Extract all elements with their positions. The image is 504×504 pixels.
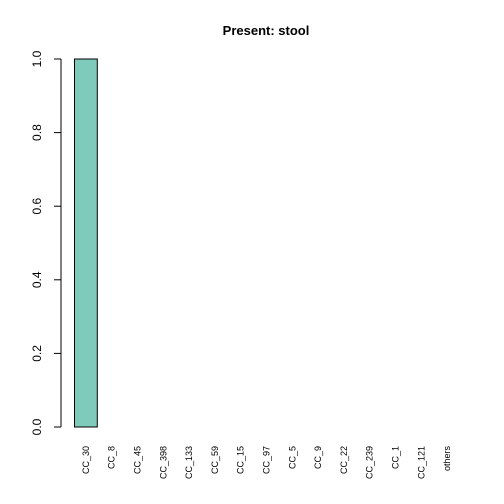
y-tick-label: 0.4 — [30, 271, 44, 288]
bar-cc-30 — [74, 58, 98, 428]
x-tick-label: CC_5 — [287, 446, 297, 469]
x-tick-label: CC_97 — [262, 446, 272, 474]
bars-group — [74, 58, 98, 428]
x-tick-label: CC_133 — [184, 446, 194, 479]
x-tick-label: CC_15 — [236, 446, 246, 474]
x-tick-label: others — [442, 446, 452, 472]
x-tick-label: CC_398 — [158, 446, 168, 479]
chart-title: Present: stool — [223, 23, 310, 38]
x-tick-label: CC_8 — [107, 446, 117, 469]
x-tick-label: CC_30 — [81, 446, 91, 474]
x-tick-label: CC_22 — [339, 446, 349, 474]
y-tick-label: 1.0 — [30, 50, 44, 67]
x-tick-label: CC_9 — [313, 446, 323, 469]
x-tick-label: CC_239 — [365, 446, 375, 479]
y-tick-label: 0.6 — [30, 198, 44, 215]
y-axis: 0.0 0.2 0.4 0.6 0.8 1.0 — [30, 50, 62, 435]
y-tick-label: 0.0 — [30, 418, 44, 435]
x-tick-label: CC_121 — [416, 446, 426, 479]
x-tick-label: CC_1 — [391, 446, 401, 469]
y-tick-label: 0.8 — [30, 124, 44, 141]
x-tick-label: CC_45 — [133, 446, 143, 474]
y-tick-label: 0.2 — [30, 345, 44, 362]
x-axis-labels: CC_30 CC_8 CC_45 CC_398 CC_133 CC_59 CC_15 CC_9… — [81, 446, 452, 480]
x-tick-label: CC_59 — [210, 446, 220, 474]
